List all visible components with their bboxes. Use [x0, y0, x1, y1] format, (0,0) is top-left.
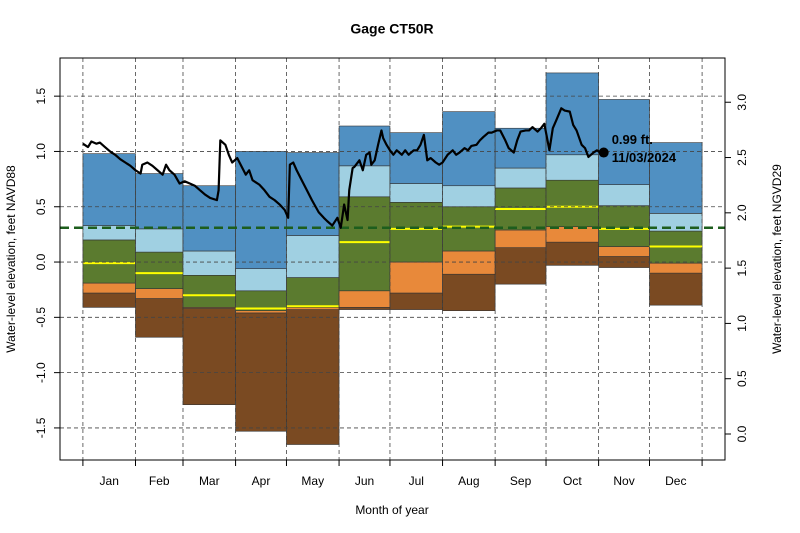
percentile-band	[135, 228, 184, 253]
y2-axis-label: Water-level elevation, feet NGVD29	[770, 164, 784, 354]
y-tick-label: -1.5	[34, 417, 48, 438]
annotation: 11/03/2024	[612, 150, 677, 165]
percentile-band	[649, 272, 703, 306]
percentile-band	[598, 99, 650, 185]
percentile-band	[389, 183, 443, 203]
y2-tick-label: 2.5	[735, 149, 749, 166]
percentile-band	[389, 202, 443, 263]
y2-tick-label: 3.0	[735, 94, 749, 111]
y2-tick-label: 0.5	[735, 370, 749, 387]
plot-frame	[59, 57, 726, 461]
x-tick-label: Sep	[510, 474, 532, 488]
percentile-band	[598, 246, 650, 257]
y-tick-label: 0.0	[34, 253, 48, 270]
x-tick-label: May	[301, 474, 324, 488]
percentile-band	[286, 235, 340, 278]
percentile-band	[598, 184, 650, 206]
percentile-band	[182, 185, 236, 252]
percentile-band	[182, 250, 236, 276]
y2-tick-label: 2.0	[735, 204, 749, 221]
percentile-band	[545, 72, 599, 156]
percentile-band	[338, 196, 391, 292]
x-tick-label: Aug	[458, 474, 479, 488]
percentile-band	[494, 247, 547, 285]
percentile-band	[649, 262, 703, 274]
y-tick-label: 1.0	[34, 143, 48, 160]
percentile-band	[182, 308, 236, 406]
percentile-band	[135, 251, 184, 289]
percentile-band	[82, 239, 136, 284]
percentile-band	[82, 292, 136, 308]
x-axis-label: Month of year	[355, 503, 428, 517]
percentile-band	[494, 229, 547, 248]
percentile-band	[545, 154, 599, 181]
percentile-band	[389, 292, 443, 310]
percentile-band	[338, 290, 391, 308]
y2-tick-label: 1.0	[735, 315, 749, 332]
percentile-band	[286, 307, 340, 310]
chart-title: Gage CT50R	[350, 21, 433, 37]
percentile-band	[286, 277, 340, 308]
percentile-band	[649, 142, 703, 214]
x-tick-label: Jun	[355, 474, 374, 488]
x-tick-label: Jan	[100, 474, 119, 488]
percentile-band	[235, 312, 287, 432]
y-tick-label: -1.0	[34, 362, 48, 383]
percentile-band	[545, 179, 599, 227]
percentile-band	[442, 185, 496, 208]
percentile-band	[235, 268, 287, 292]
percentile-band	[135, 298, 184, 338]
percentile-band	[338, 165, 391, 198]
x-tick-label: Mar	[199, 474, 220, 488]
percentile-band	[182, 275, 236, 308]
y-tick-label: 0.5	[34, 198, 48, 215]
percentile-band	[286, 309, 340, 445]
percentile-band	[389, 132, 443, 184]
y-tick-label: 1.5	[34, 87, 48, 104]
percentile-band	[442, 273, 496, 312]
x-tick-label: Feb	[149, 474, 170, 488]
x-tick-label: Nov	[613, 474, 634, 488]
x-tick-label: Dec	[665, 474, 686, 488]
percentile-band	[442, 250, 496, 275]
x-tick-label: Apr	[252, 474, 271, 488]
percentile-band	[494, 167, 547, 189]
water-level-line	[82, 107, 604, 229]
y2-tick-label: 0.0	[735, 425, 749, 442]
percentile-band	[135, 288, 184, 299]
percentile-band	[235, 310, 287, 314]
percentile-band	[135, 173, 184, 230]
percentile-band	[82, 153, 136, 226]
x-tick-label: Oct	[563, 474, 582, 488]
percentile-band	[598, 205, 650, 247]
y-tick-label: -0.5	[34, 307, 48, 328]
y-axis-label: Water-level elevation, feet NAVD88	[4, 165, 18, 353]
percentile-band	[338, 307, 391, 310]
percentile-band	[389, 261, 443, 294]
annotation: 0.99 ft.	[612, 132, 653, 147]
latest-point	[598, 147, 609, 158]
y2-tick-label: 1.5	[735, 259, 749, 276]
x-tick-label: Jul	[409, 474, 424, 488]
percentile-band	[82, 282, 136, 294]
